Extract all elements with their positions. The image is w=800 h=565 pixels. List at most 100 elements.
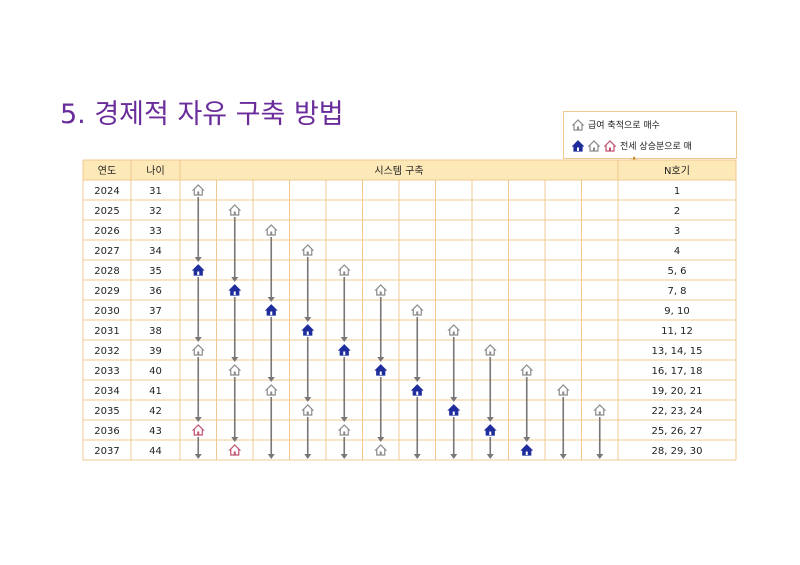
arrow-head [340, 417, 348, 422]
cell-age: 33 [149, 226, 162, 237]
legend: 급여 축적으로 매수 전세 상승분으로 매 [563, 111, 737, 159]
house-gray-icon [572, 118, 584, 131]
cell-n: 5, 6 [667, 266, 686, 277]
house-gray-icon [337, 264, 351, 276]
arrow-head [596, 454, 604, 459]
arrow-head [486, 454, 494, 459]
cell-year: 2032 [94, 346, 119, 357]
legend-item-jeonse: 전세 상승분으로 매 [572, 139, 692, 152]
cell-year: 2027 [94, 246, 119, 257]
cell-age: 40 [149, 366, 162, 377]
house-blue-icon [191, 264, 205, 276]
house-blue-icon [410, 384, 424, 396]
house-gray-icon [264, 384, 278, 396]
arrow-head [413, 454, 421, 459]
cell-n: 28, 29, 30 [652, 446, 703, 457]
arrow-head [194, 454, 202, 459]
cell-year: 2025 [94, 206, 119, 217]
arrow-head [231, 357, 239, 362]
house-gray-icon [374, 284, 388, 296]
house-gray-icon [191, 184, 205, 196]
legend-item-salary: 급여 축적으로 매수 [572, 118, 660, 131]
cell-n: 19, 20, 21 [652, 386, 703, 397]
house-blue-icon [520, 444, 534, 456]
arrow-head [377, 357, 385, 362]
cell-year: 2030 [94, 306, 119, 317]
house-blue-icon [264, 304, 278, 316]
house-blue-icon [301, 324, 315, 336]
cell-age: 43 [149, 426, 162, 437]
house-red-icon [228, 444, 242, 456]
arrow-head [377, 437, 385, 442]
house-gray-icon [228, 364, 242, 376]
house-red-icon [604, 139, 616, 152]
arrow-head [194, 417, 202, 422]
house-red-icon [191, 424, 205, 436]
cell-year: 2036 [94, 426, 119, 437]
arrow-head [523, 437, 531, 442]
cell-year: 2031 [94, 326, 119, 337]
cell-age: 34 [149, 246, 162, 257]
cell-age: 36 [149, 286, 162, 297]
arrow-head [486, 417, 494, 422]
house-gray-icon [593, 404, 607, 416]
arrow-head [231, 437, 239, 442]
arrow-head [413, 377, 421, 382]
cell-age: 37 [149, 306, 162, 317]
cell-n: 1 [674, 186, 680, 197]
cell-age: 42 [149, 406, 162, 417]
arrow-head [267, 297, 275, 302]
house-gray-icon [301, 404, 315, 416]
arrow-head [304, 397, 312, 402]
legend-label-salary: 급여 축적으로 매수 [588, 121, 660, 131]
cell-age: 32 [149, 206, 162, 217]
arrow-head [559, 454, 567, 459]
cell-age: 44 [149, 446, 162, 457]
house-gray-icon [191, 344, 205, 356]
house-blue-icon [483, 424, 497, 436]
header-n: N호기 [664, 165, 690, 177]
cell-year: 2035 [94, 406, 119, 417]
house-blue-icon [337, 344, 351, 356]
house-gray-icon [483, 344, 497, 356]
cell-age: 39 [149, 346, 162, 357]
cell-age: 41 [149, 386, 162, 397]
cell-year: 2024 [94, 186, 119, 197]
house-blue-icon [447, 404, 461, 416]
arrow-head [194, 337, 202, 342]
house-gray-icon [228, 204, 242, 216]
cell-age: 35 [149, 266, 162, 277]
table-header-bg [83, 160, 736, 180]
house-blue-icon [374, 364, 388, 376]
arrow-head [304, 317, 312, 322]
cell-year: 2034 [94, 386, 119, 397]
page-title: 5. 경제적 자유 구축 방법 [60, 99, 344, 130]
arrow-head [340, 337, 348, 342]
cell-n: 3 [674, 226, 680, 237]
cell-n: 16, 17, 18 [652, 366, 703, 377]
cell-year: 2033 [94, 366, 119, 377]
cell-year: 2037 [94, 446, 119, 457]
cell-n: 7, 8 [667, 286, 686, 297]
cell-age: 38 [149, 326, 162, 337]
header-system: 시스템 구축 [374, 165, 423, 177]
cell-n: 25, 26, 27 [652, 426, 703, 437]
house-gray-icon [264, 224, 278, 236]
cell-year: 2026 [94, 226, 119, 237]
house-gray-icon [410, 304, 424, 316]
arrow-head [450, 454, 458, 459]
arrow-head [267, 377, 275, 382]
cell-n: 9, 10 [664, 306, 689, 317]
header-age: 나이 [146, 165, 164, 177]
cell-n: 2 [674, 206, 680, 217]
cell-n: 13, 14, 15 [652, 346, 703, 357]
header-year: 연도 [98, 165, 116, 177]
arrow-head [450, 397, 458, 402]
house-gray-icon [556, 384, 570, 396]
house-gray-icon [588, 139, 600, 152]
house-blue-icon [572, 139, 584, 152]
cell-year: 2028 [94, 266, 119, 277]
cell-year: 2029 [94, 286, 119, 297]
legend-label-jeonse: 전세 상승분으로 매 [620, 142, 692, 152]
